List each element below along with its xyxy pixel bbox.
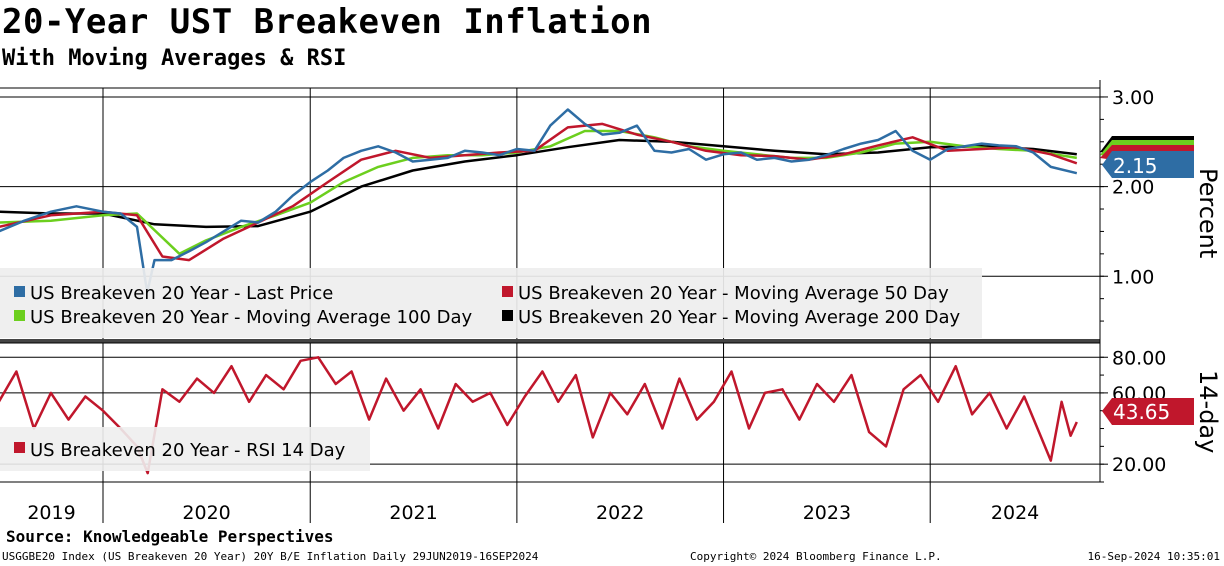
- legend-swatch-rsi: [14, 442, 25, 453]
- legend-last-price: US Breakeven 20 Year - Last Price: [30, 283, 333, 304]
- last-price-value: 2.15: [1113, 154, 1158, 178]
- x-tick-label: 2023: [803, 502, 851, 524]
- x-tick-label: 2022: [596, 502, 644, 524]
- chart-title: 20-Year UST Breakeven Inflation: [2, 2, 653, 42]
- legend-ma100: US Breakeven 20 Year - Moving Average 10…: [30, 307, 473, 328]
- footer-copyright: Copyright© 2024 Bloomberg Finance L.P.: [690, 550, 942, 563]
- legend-swatch-ma200: [502, 310, 513, 321]
- price-legend: US Breakeven 20 Year - Last Price US Bre…: [0, 268, 982, 338]
- series-line-last-price: [0, 108, 1078, 294]
- legend-swatch-ma50: [502, 286, 513, 297]
- x-tick-label: 2019: [27, 502, 75, 524]
- price-panel-series: [0, 108, 1078, 294]
- legend-swatch-ma100: [14, 310, 25, 321]
- legend-swatch-last-price: [14, 286, 25, 297]
- series-line-ma50: [0, 122, 1078, 262]
- price-panel-tick-label: 1.00: [1112, 266, 1154, 288]
- rsi-panel-tick-label: 80.00: [1112, 347, 1166, 369]
- price-panel-axis: 3.00 2.00 1.00: [1099, 80, 1154, 339]
- rsi-legend: US Breakeven 20 Year - RSI 14 Day: [0, 427, 370, 471]
- price-panel-tick-label: 3.00: [1112, 87, 1154, 109]
- footer-index-info: USGGBE20 Index (US Breakeven 20 Year) 20…: [2, 550, 539, 563]
- rsi-panel-series: [0, 356, 1078, 475]
- y-axis-title-14day: 14-day: [1194, 370, 1222, 453]
- chart-subtitle: With Moving Averages & RSI: [2, 46, 347, 71]
- footer-timestamp: 16-Sep-2024 10:35:01: [1087, 550, 1220, 563]
- series-line-rsi: [0, 356, 1078, 475]
- price-panel-tick-label: 2.00: [1112, 177, 1154, 199]
- last-price-tag: 2.15: [1100, 136, 1194, 178]
- legend-rsi: US Breakeven 20 Year - RSI 14 Day: [30, 440, 346, 461]
- source-note: Source: Knowledgeable Perspectives: [6, 527, 334, 546]
- y-axis-title-percent: Percent: [1194, 168, 1222, 258]
- x-tick-label: 2024: [991, 502, 1039, 524]
- legend-ma50: US Breakeven 20 Year - Moving Average 50…: [518, 283, 949, 304]
- rsi-last-tag: 43.65: [1102, 398, 1194, 425]
- x-tick-label: 2021: [389, 502, 437, 524]
- rsi-last-value: 43.65: [1113, 400, 1170, 424]
- x-axis: 2019 2020 2021 2022 2023 2024: [0, 481, 1100, 524]
- legend-ma200: US Breakeven 20 Year - Moving Average 20…: [518, 307, 961, 328]
- rsi-panel-tick-label: 20.00: [1112, 454, 1166, 476]
- x-tick-label: 2020: [182, 502, 230, 524]
